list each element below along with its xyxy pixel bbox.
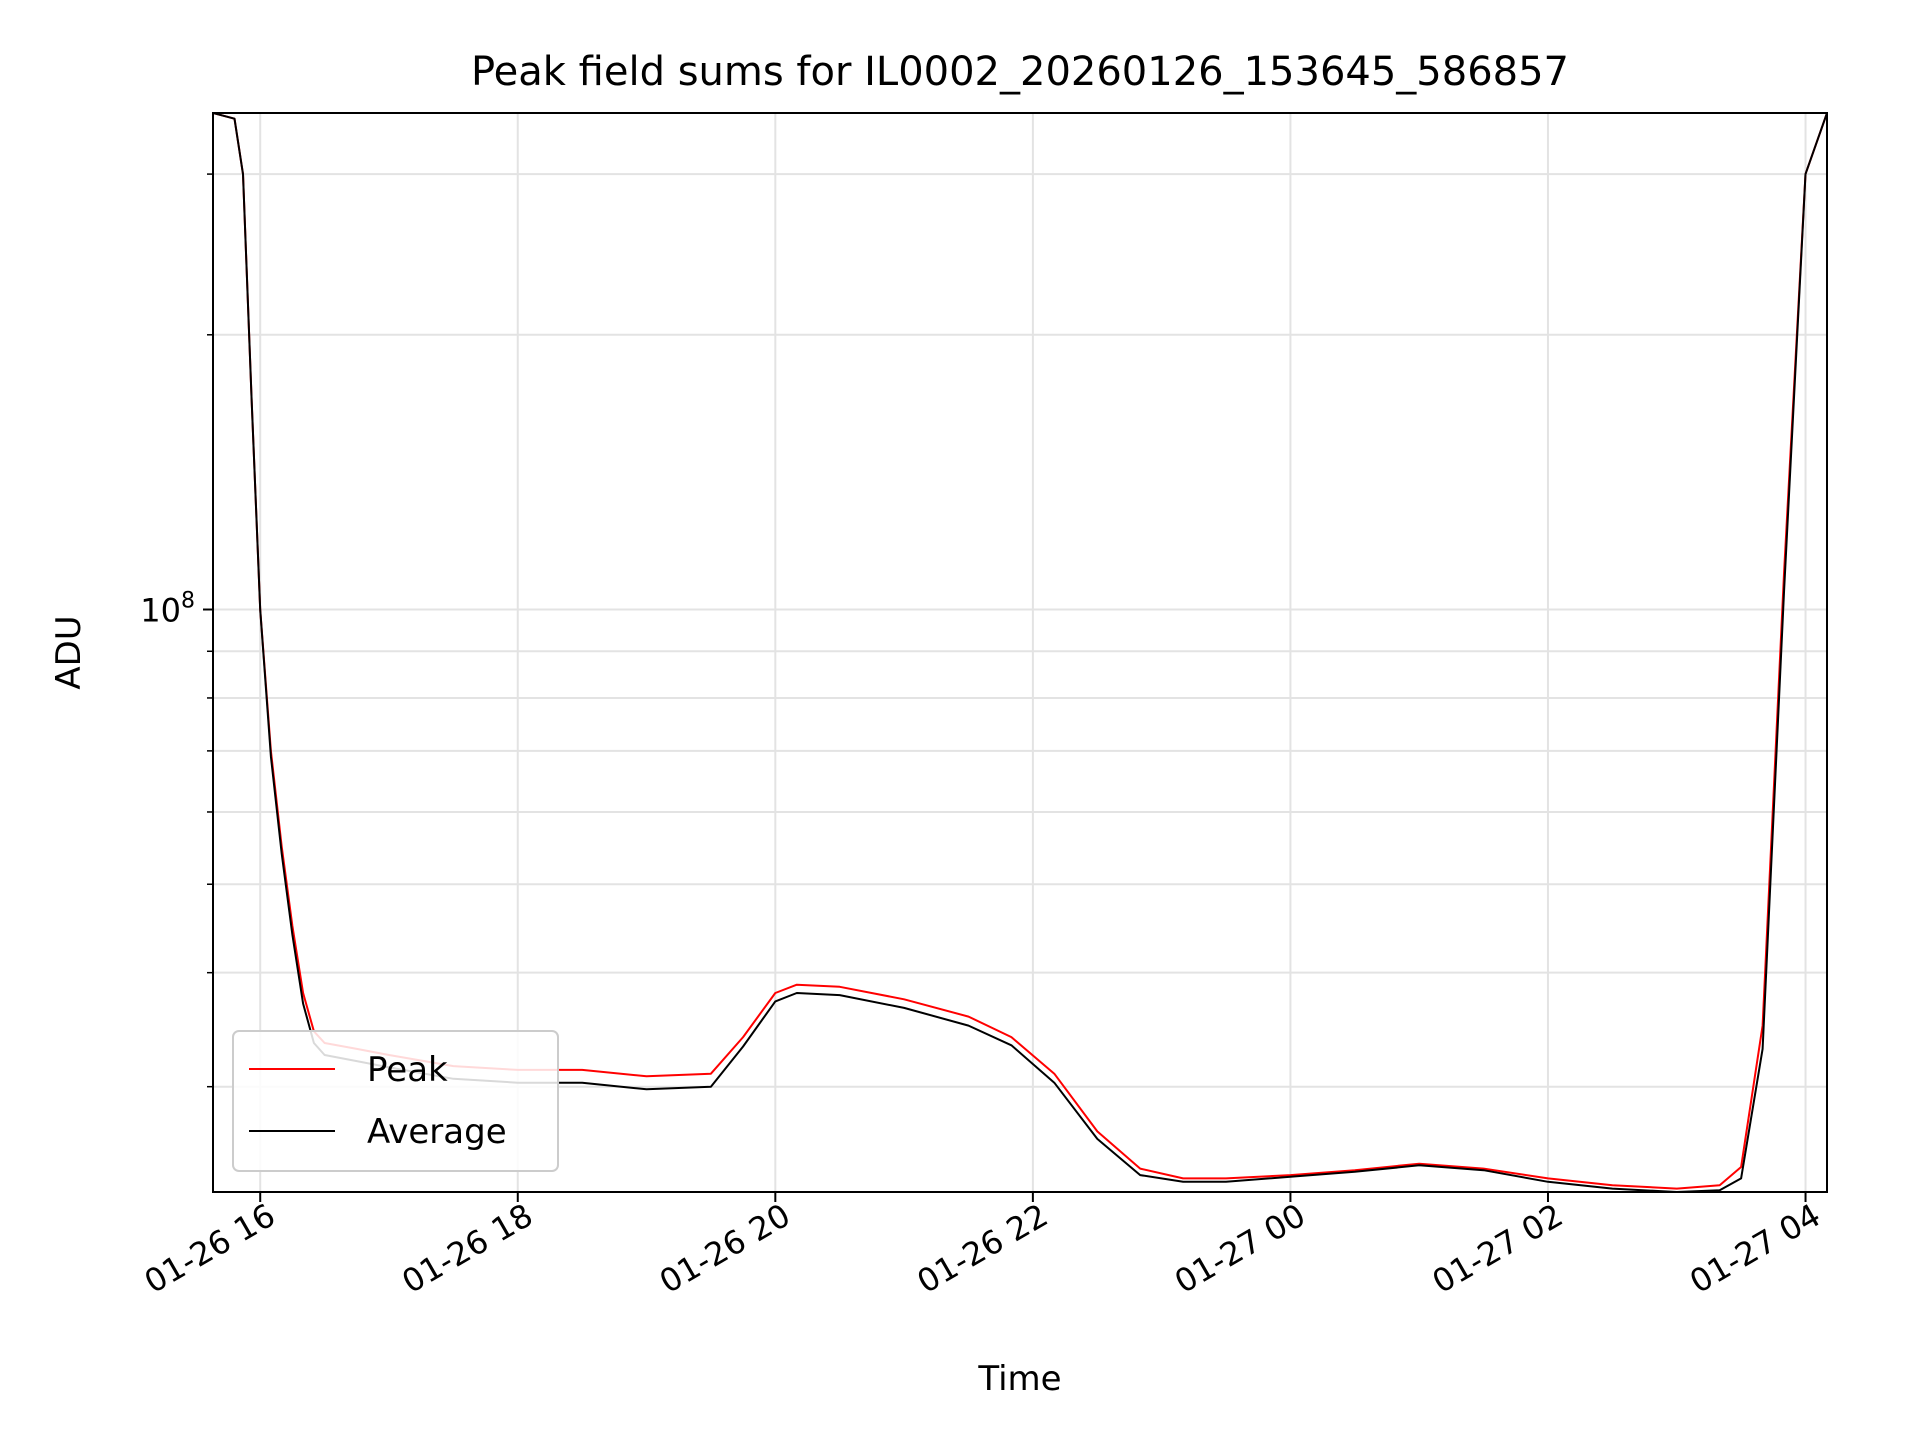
x-axis-label: Time xyxy=(977,1359,1061,1399)
x-tick-label: 01-27 04 xyxy=(1683,1196,1827,1301)
x-tick-label: 01-27 00 xyxy=(1168,1196,1312,1301)
legend: Peak Average xyxy=(232,1030,559,1172)
series-line-peak xyxy=(213,113,1827,1190)
x-tick-label: 01-26 16 xyxy=(138,1196,282,1301)
series-line-average xyxy=(213,113,1827,1192)
legend-label-peak: Peak xyxy=(367,1050,448,1090)
grid xyxy=(213,113,1827,1192)
x-tick-label: 01-26 20 xyxy=(653,1196,797,1301)
legend-box xyxy=(232,1030,559,1172)
x-tick-label: 01-26 22 xyxy=(911,1196,1055,1301)
x-tick-label: 01-27 02 xyxy=(1426,1196,1570,1301)
y-axis-label: ADU xyxy=(49,615,89,689)
series-layer xyxy=(213,113,1827,1192)
x-tick-label: 01-26 18 xyxy=(395,1196,539,1301)
plot-frame xyxy=(212,112,1828,1193)
chart-title: Peak field sums for IL0002_20260126_1536… xyxy=(471,49,1569,95)
legend-label-average: Average xyxy=(367,1112,507,1152)
y-tick-label: 108 xyxy=(140,589,195,630)
